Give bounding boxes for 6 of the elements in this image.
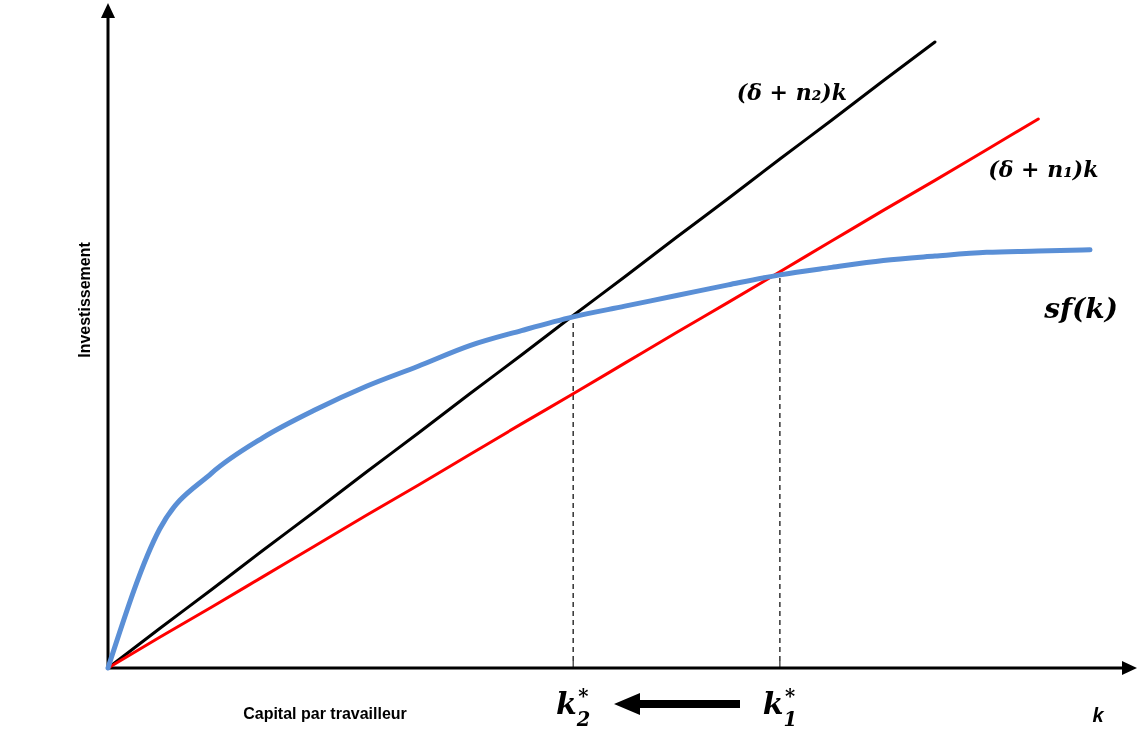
series-label: sf(k) bbox=[1043, 291, 1118, 325]
series-label: (δ + n₁)k bbox=[988, 156, 1099, 182]
x-axis-title: Capital par travailleur bbox=[243, 705, 407, 722]
y-axis-title: Investissement bbox=[76, 241, 93, 358]
text: k bbox=[1092, 704, 1105, 726]
series-label: (δ + n₂)k bbox=[736, 79, 847, 105]
